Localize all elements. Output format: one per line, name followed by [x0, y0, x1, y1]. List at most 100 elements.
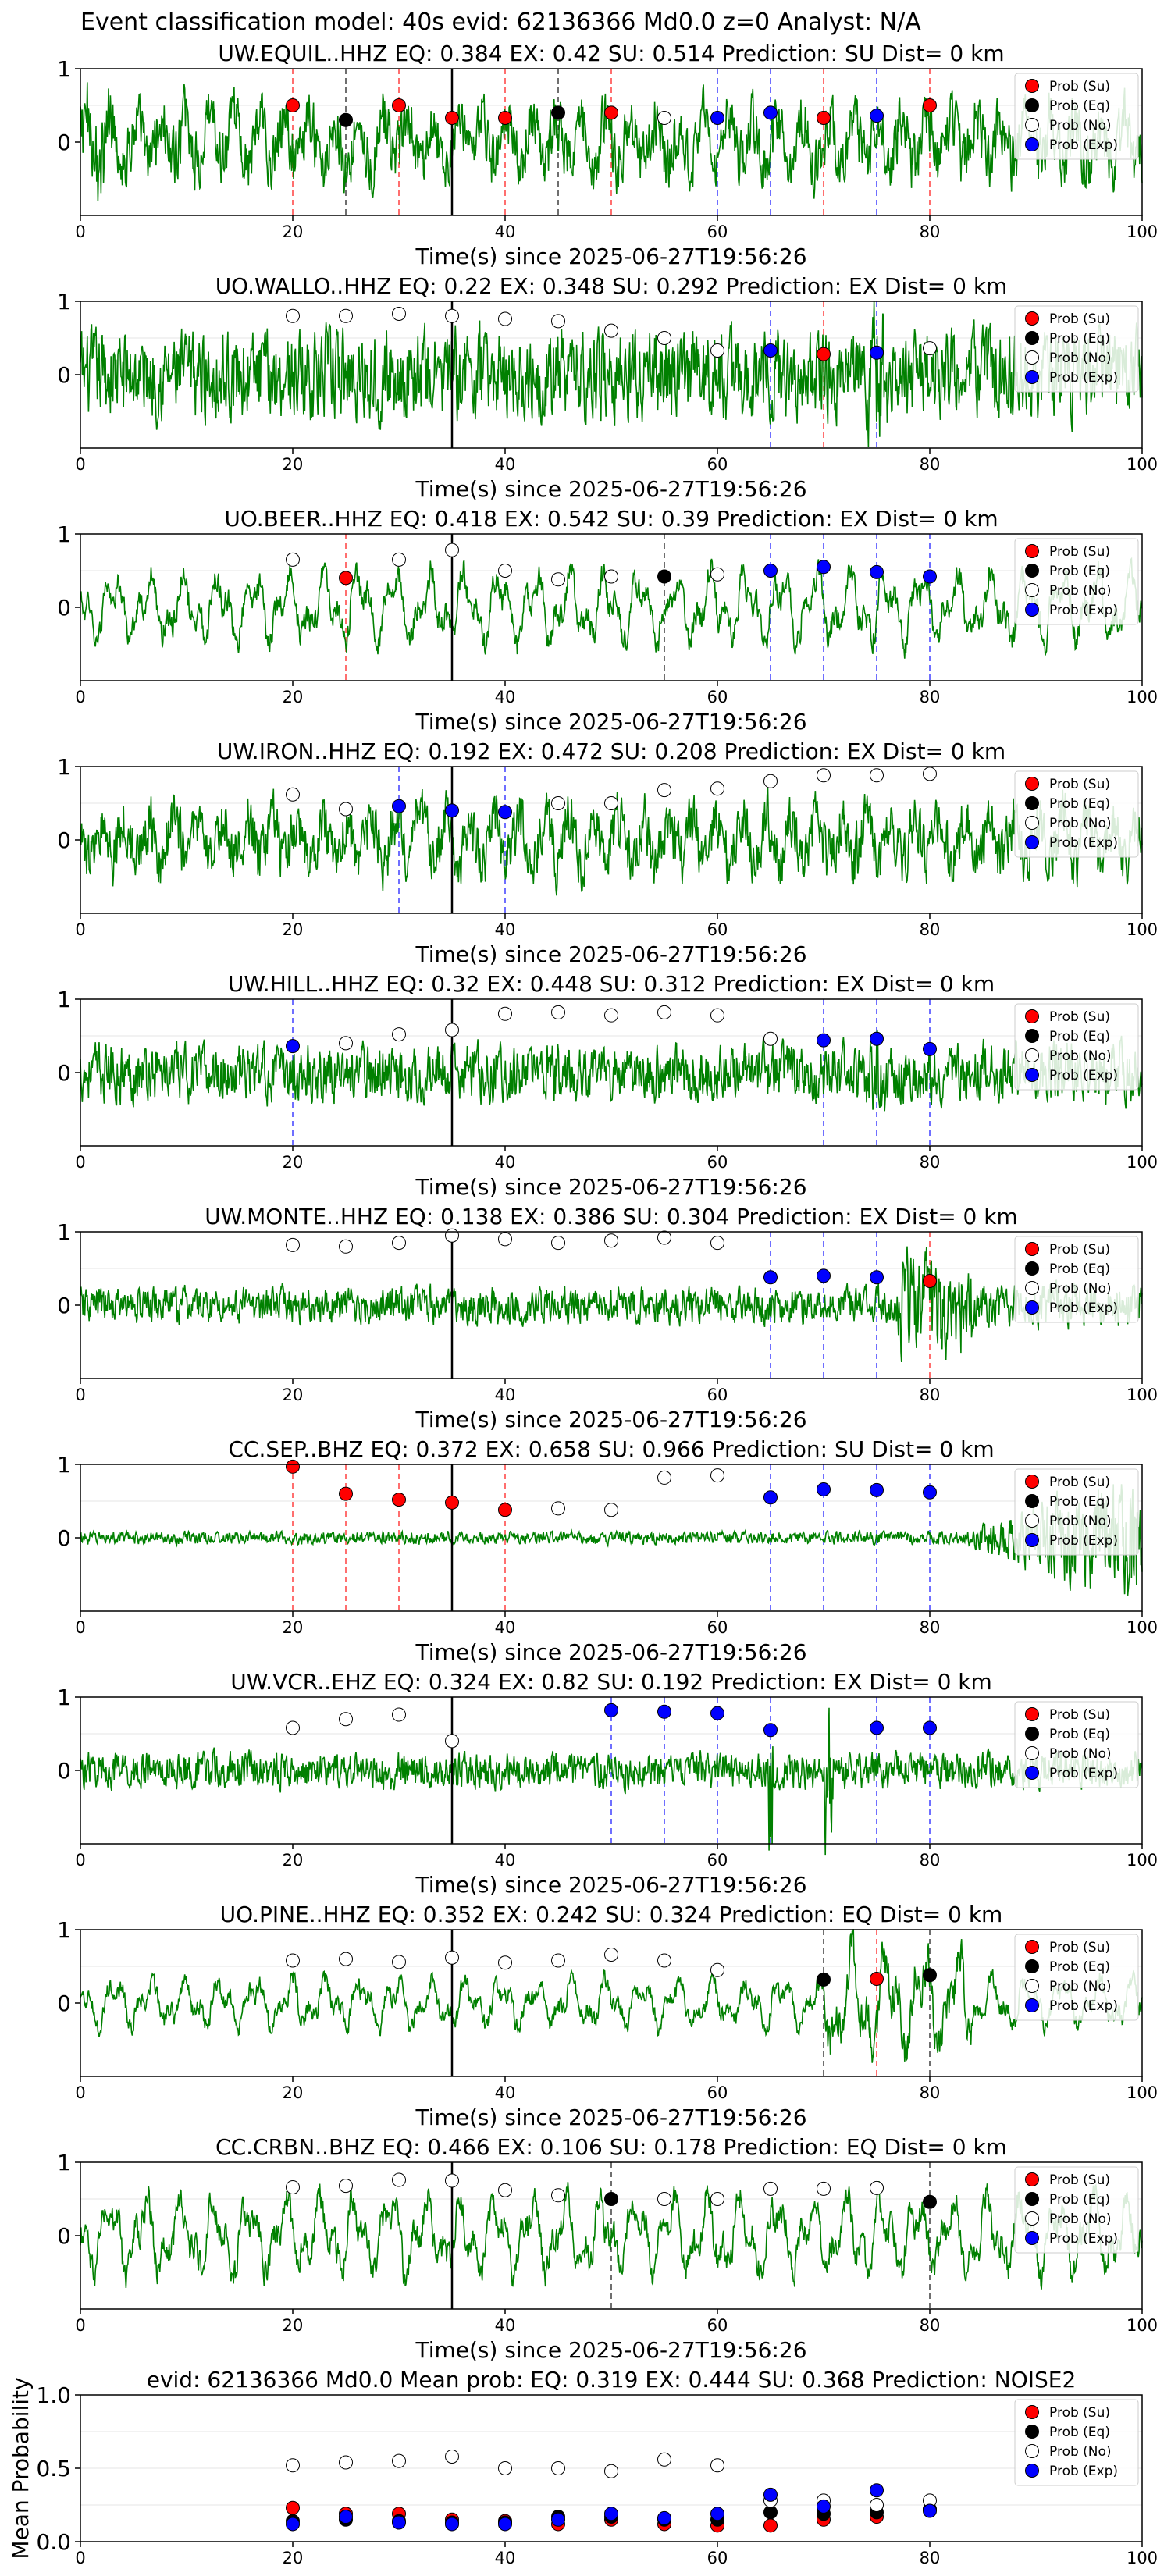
prob-point-su [392, 1493, 406, 1507]
prob-point-no [498, 1955, 512, 1970]
prob-point-no [551, 1236, 565, 1251]
prob-point-su [392, 98, 406, 112]
prob-point-su [445, 1495, 459, 1510]
mean-point-exp [604, 2507, 618, 2521]
legend-marker-no [1025, 1979, 1039, 1993]
mean-point-no [392, 2453, 406, 2468]
prob-point-exp [710, 1706, 724, 1720]
mean-point-su [286, 2500, 300, 2515]
legend-box [1014, 538, 1139, 625]
prob-point-no [392, 1707, 406, 1722]
mean-point-exp [392, 2515, 406, 2530]
prob-point-no [339, 1952, 353, 1966]
x-axis-label: Time(s) since 2025-06-27T19:56:26 [415, 1639, 806, 1665]
prob-point-no [817, 2181, 831, 2196]
legend-label-exp: Prob (Exp) [1049, 370, 1118, 386]
x-tick-label: 40 [495, 2549, 516, 2567]
mean-point-no [445, 2449, 459, 2464]
prob-point-no [286, 308, 300, 323]
legend-label-eq: Prob (Eq) [1049, 1029, 1110, 1044]
x-axis-label: Time(s) since 2025-06-27T19:56:26 [415, 709, 806, 735]
panel-7: CC.SEP..BHZ EQ: 0.372 EX: 0.658 SU: 0.96… [57, 1436, 1158, 1665]
mean-point-exp [923, 2503, 937, 2518]
prob-point-no [445, 543, 459, 557]
legend-box [1014, 1701, 1139, 1788]
x-tick-label: 20 [283, 455, 304, 474]
prob-point-su [339, 1486, 353, 1501]
panel-4: UW.IRON..HHZ EQ: 0.192 EX: 0.472 SU: 0.2… [57, 738, 1158, 967]
prob-point-no [498, 311, 512, 326]
prob-point-no [339, 1036, 353, 1051]
prob-point-eq [551, 105, 565, 120]
legend-label-exp: Prob (Exp) [1049, 1998, 1118, 2014]
y-tick-label: 1 [57, 521, 71, 547]
x-tick-label: 0 [75, 688, 85, 706]
x-tick-label: 100 [1127, 688, 1158, 706]
prob-point-exp [870, 1270, 884, 1285]
panel-title: UW.EQUIL..HHZ EQ: 0.384 EX: 0.42 SU: 0.5… [218, 41, 1004, 66]
prob-point-no [657, 783, 671, 798]
panel-title: UO.WALLO..HHZ EQ: 0.22 EX: 0.348 SU: 0.2… [215, 273, 1008, 299]
legend-label-su: Prob (Su) [1049, 1242, 1110, 1258]
mean-point-exp [763, 2487, 778, 2502]
legend-marker-exp [1025, 835, 1039, 849]
x-tick-label: 100 [1127, 2316, 1158, 2335]
prob-point-no [286, 1720, 300, 1735]
panel-title: UW.IRON..HHZ EQ: 0.192 EX: 0.472 SU: 0.2… [217, 738, 1005, 764]
y-tick-label: 1 [57, 1452, 71, 1478]
mean-point-exp [445, 2517, 459, 2532]
prob-point-exp [604, 1703, 618, 1717]
legend-marker-su [1025, 79, 1039, 93]
legend-marker-su [1025, 544, 1039, 558]
legend-marker-su [1025, 1940, 1039, 1954]
y-tick-label: 1 [57, 289, 71, 315]
legend-box [1014, 305, 1139, 393]
waveform-trace [80, 2181, 1143, 2290]
x-tick-label: 40 [495, 222, 516, 241]
waveform-trace [80, 1484, 1143, 1596]
prob-point-no [286, 1953, 300, 1968]
x-tick-label: 60 [707, 222, 728, 241]
mean-point-eq [763, 2505, 778, 2520]
panel-5: UW.HILL..HHZ EQ: 0.32 EX: 0.448 SU: 0.31… [57, 971, 1158, 1200]
x-tick-label: 60 [707, 1153, 728, 1172]
legend-marker-no [1025, 816, 1039, 830]
legend-marker-exp [1025, 1068, 1039, 1082]
prob-point-eq [657, 569, 671, 584]
legend-label-su: Prob (Su) [1049, 544, 1110, 560]
y-tick-label: 0 [57, 130, 71, 155]
x-tick-label: 80 [920, 455, 941, 474]
y-tick-label: 0 [57, 1525, 71, 1551]
prob-point-no [392, 1236, 406, 1251]
x-tick-label: 20 [283, 1618, 304, 1637]
prob-point-no [286, 787, 300, 802]
x-tick-label: 0 [75, 1386, 85, 1404]
prob-point-no [923, 767, 937, 781]
x-tick-label: 20 [283, 2083, 304, 2102]
y-tick-label: 1 [57, 754, 71, 780]
prob-point-no [445, 1023, 459, 1037]
legend-marker-su [1025, 777, 1039, 791]
legend-label-eq: Prob (Eq) [1049, 331, 1110, 347]
prob-point-no [604, 569, 618, 584]
x-tick-label: 0 [75, 2316, 85, 2335]
legend-label-su: Prob (Su) [1049, 79, 1110, 94]
panel-9: UO.PINE..HHZ EQ: 0.352 EX: 0.242 SU: 0.3… [57, 1902, 1158, 2130]
x-tick-label: 60 [707, 1386, 728, 1404]
mean-point-no [551, 2461, 565, 2475]
x-tick-label: 100 [1127, 455, 1158, 474]
prob-point-exp [817, 560, 831, 575]
y-tick-label: 1 [57, 1685, 71, 1710]
prob-point-exp [286, 1039, 300, 1054]
x-axis-label: Time(s) since 2025-06-27T19:56:26 [415, 941, 806, 967]
y-tick-label: 1 [57, 1219, 71, 1245]
prob-point-no [657, 1005, 671, 1019]
mean-point-no [286, 2458, 300, 2473]
prob-point-no [657, 1230, 671, 1245]
mean-point-exp [286, 2517, 300, 2532]
prob-point-no [817, 768, 831, 783]
legend-marker-no [1025, 1746, 1039, 1760]
x-tick-label: 0 [75, 920, 85, 939]
prob-point-no [710, 1962, 724, 1977]
prob-point-exp [763, 1270, 778, 1285]
